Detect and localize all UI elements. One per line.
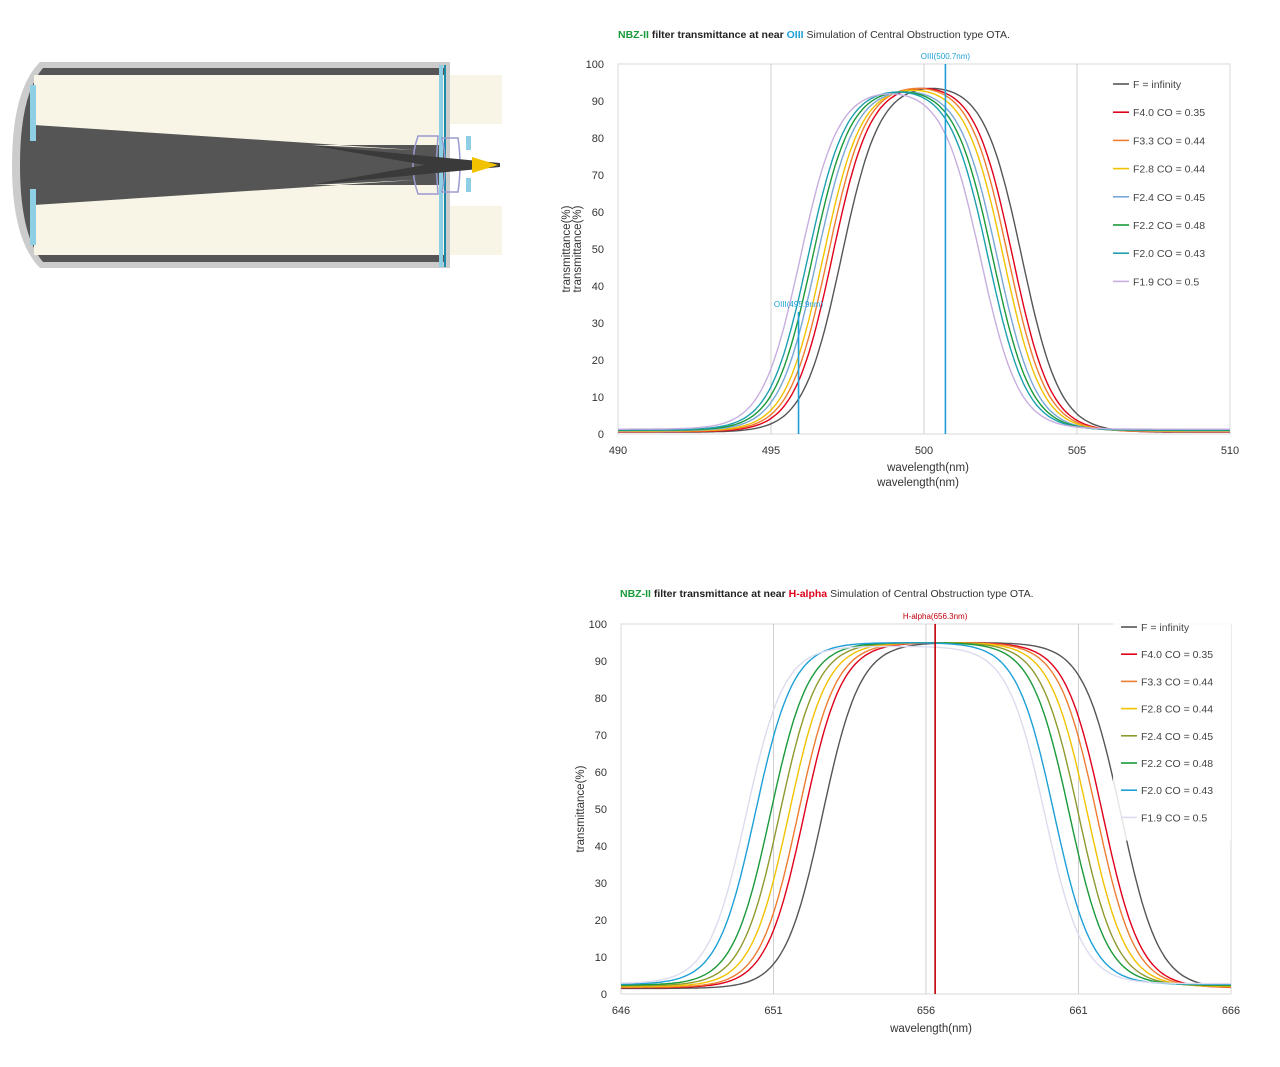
x-axis-label: wavelength(nm)	[886, 462, 969, 474]
y-ticks: 0 10 20 30 40 50 60 70 80 90 100	[589, 619, 607, 1001]
oiii-chart-svg: NBZ-II filter transmittance at near OIII…	[561, 29, 1239, 489]
legend-label: F2.4 CO = 0.45	[1141, 731, 1213, 743]
annotation-group: H-alpha(656.3nm)	[903, 612, 968, 994]
legend: F = infinity F4.0 CO = 0.35 F3.3 CO = 0.44…	[1105, 72, 1223, 306]
y-tick-label: 10	[595, 952, 607, 964]
y-tick-label: 40	[592, 281, 604, 293]
y-tick-label: 80	[595, 693, 607, 705]
legend-label: F1.9 CO = 0.5	[1133, 276, 1199, 288]
focus-cone	[310, 145, 500, 185]
primary-mirror	[30, 85, 36, 245]
y-tick-label: 50	[592, 244, 604, 256]
legend-label: F4.0 CO = 0.35	[1133, 107, 1205, 119]
y-tick-label: 90	[592, 96, 604, 108]
y-ticks: 0 10 20 30 40 50 60 70 80 90 100	[586, 59, 604, 441]
legend-label: F = infinity	[1141, 622, 1190, 634]
y-tick-label: 70	[595, 730, 607, 742]
telescope-diagram	[12, 62, 502, 268]
emission-line-label: OIII(500.7nm)	[921, 52, 971, 61]
x-axis-label: wavelength(nm)	[889, 1023, 972, 1035]
series-line-1	[621, 642, 1232, 990]
legend-label: F2.4 CO = 0.45	[1133, 192, 1205, 204]
y-tick-label: 90	[595, 656, 607, 668]
light-beams	[34, 75, 502, 255]
y-tick-label: 60	[592, 207, 604, 219]
title-part: filter transmittance at near	[649, 29, 787, 41]
y-axis-label: transmittance(%)	[575, 765, 587, 852]
legend-label: F4.0 CO = 0.35	[1141, 649, 1213, 661]
y-tick-label: 30	[595, 878, 607, 890]
title-part: filter transmittance at near	[651, 588, 789, 600]
x-tick-label: 500	[915, 445, 933, 457]
title-part: H-alpha	[789, 588, 828, 600]
x-tick-label: 651	[764, 1005, 782, 1017]
emission-line-label: OIII(495.9nm)	[774, 300, 824, 309]
y-tick-label: 0	[598, 429, 604, 441]
series-group	[620, 642, 1232, 990]
y-tick-label: 100	[589, 619, 607, 631]
x-tick-label: 510	[1221, 445, 1239, 457]
title-part: OIII	[787, 29, 804, 41]
y-axis-label: transmittance(%)	[572, 205, 584, 292]
y-tick-label: 20	[595, 915, 607, 927]
legend-label: F2.8 CO = 0.44	[1133, 164, 1205, 176]
legend-label: F1.9 CO = 0.5	[1141, 812, 1207, 824]
x-tick-label: 646	[612, 1005, 630, 1017]
y-tick-label: 0	[601, 989, 607, 1001]
annotation-group: OIII(500.7nm) OIII(495.9nm)	[774, 52, 971, 434]
title-part: Simulation of Central Obstruction type O…	[827, 588, 1033, 600]
y-tick-label: 10	[592, 392, 604, 404]
emission-line-label: H-alpha(656.3nm)	[903, 612, 968, 621]
halpha-transmittance-chart: NBZ-II filter transmittance at near H-al…	[560, 580, 1260, 1060]
y-tick-label: 40	[595, 841, 607, 853]
x-tick-label: 495	[762, 445, 780, 457]
y-tick-label: 80	[592, 133, 604, 145]
legend-label: F2.0 CO = 0.43	[1141, 785, 1213, 797]
title-part: NBZ-II	[620, 588, 651, 600]
grid-lines	[770, 64, 1078, 434]
x-ticks: 646 651 656 661 666	[612, 1005, 1240, 1017]
legend-label: F3.3 CO = 0.44	[1141, 676, 1213, 688]
chart-title: NBZ-II filter transmittance at near H-al…	[620, 588, 1034, 600]
legend: F = infinity F4.0 CO = 0.35 F3.3 CO = 0.44…	[1113, 615, 1231, 841]
legend-label: F2.8 CO = 0.44	[1141, 704, 1213, 716]
series-group	[618, 87, 1230, 433]
halpha-chart-svg: NBZ-II filter transmittance at near H-al…	[575, 588, 1240, 1035]
legend-background	[1113, 615, 1231, 841]
grid-lines	[773, 624, 1079, 994]
legend-label: F = infinity	[1133, 79, 1182, 91]
x-tick-label: 505	[1068, 445, 1086, 457]
legend-label: F2.2 CO = 0.48	[1133, 220, 1205, 232]
legend-label: F2.0 CO = 0.43	[1133, 248, 1205, 260]
lens-group	[412, 135, 471, 195]
x-ticks: 490 495 500 505 510	[609, 445, 1239, 457]
series-line-8	[618, 93, 1230, 430]
series-line-8	[620, 645, 1231, 985]
title-part: NBZ-II	[618, 29, 649, 41]
y-tick-label: 50	[595, 804, 607, 816]
y-axis-label-ghost: transmittance(%)	[561, 205, 573, 292]
x-tick-label: 666	[1222, 1005, 1240, 1017]
x-axis-label-repeat: wavelength(nm)	[876, 477, 959, 489]
y-tick-label: 60	[595, 767, 607, 779]
y-tick-label: 70	[592, 170, 604, 182]
x-tick-label: 656	[917, 1005, 935, 1017]
series-line-7	[621, 642, 1232, 986]
y-tick-label: 30	[592, 318, 604, 330]
title-part: Simulation of Central Obstruction type O…	[804, 29, 1010, 41]
y-tick-label: 100	[586, 59, 604, 71]
x-tick-label: 661	[1069, 1005, 1087, 1017]
y-tick-label: 20	[592, 355, 604, 367]
legend-background	[1105, 72, 1223, 306]
legend-label: F3.3 CO = 0.44	[1133, 135, 1205, 147]
oiii-transmittance-chart: NBZ-II filter transmittance at near OIII…	[560, 20, 1260, 500]
legend-label: F2.2 CO = 0.48	[1141, 758, 1213, 770]
x-tick-label: 490	[609, 445, 627, 457]
chart-title: NBZ-II filter transmittance at near OIII…	[618, 29, 1010, 41]
